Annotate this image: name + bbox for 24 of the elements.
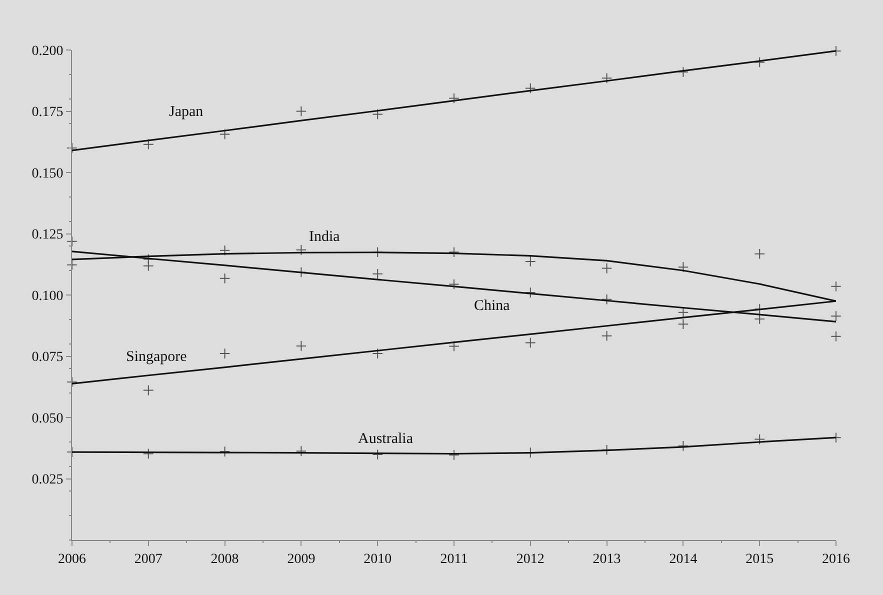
x-tick-label: 2013 (592, 552, 621, 567)
y-tick-label: 0.100 (32, 288, 64, 304)
x-tick-label: 2011 (440, 552, 468, 567)
series-label: Japan (169, 104, 204, 120)
x-tick-label: 2016 (822, 552, 850, 567)
y-tick-label: 0.175 (32, 105, 64, 120)
x-tick-label: 2010 (364, 552, 392, 567)
series-label: Australia (358, 431, 414, 447)
y-tick-label: 0.150 (32, 166, 64, 182)
series-label: Singapore (126, 349, 188, 365)
x-tick-label: 2015 (746, 552, 774, 567)
y-tick-label: 0.200 (32, 44, 64, 59)
y-tick-label: 0.025 (32, 472, 64, 488)
y-tick-label: 0.125 (32, 228, 64, 243)
series-label: China (474, 298, 510, 314)
x-tick-label: 2006 (58, 552, 86, 567)
x-tick-label: 2014 (669, 552, 698, 567)
x-tick-label: 2008 (210, 552, 239, 567)
y-tick-label: 0.050 (32, 411, 64, 426)
y-tick-label: 0.075 (32, 350, 64, 366)
x-tick-label: 2009 (287, 552, 316, 567)
x-tick-label: 2012 (516, 552, 544, 567)
series-label: India (309, 229, 340, 245)
x-tick-label: 2007 (134, 552, 162, 567)
